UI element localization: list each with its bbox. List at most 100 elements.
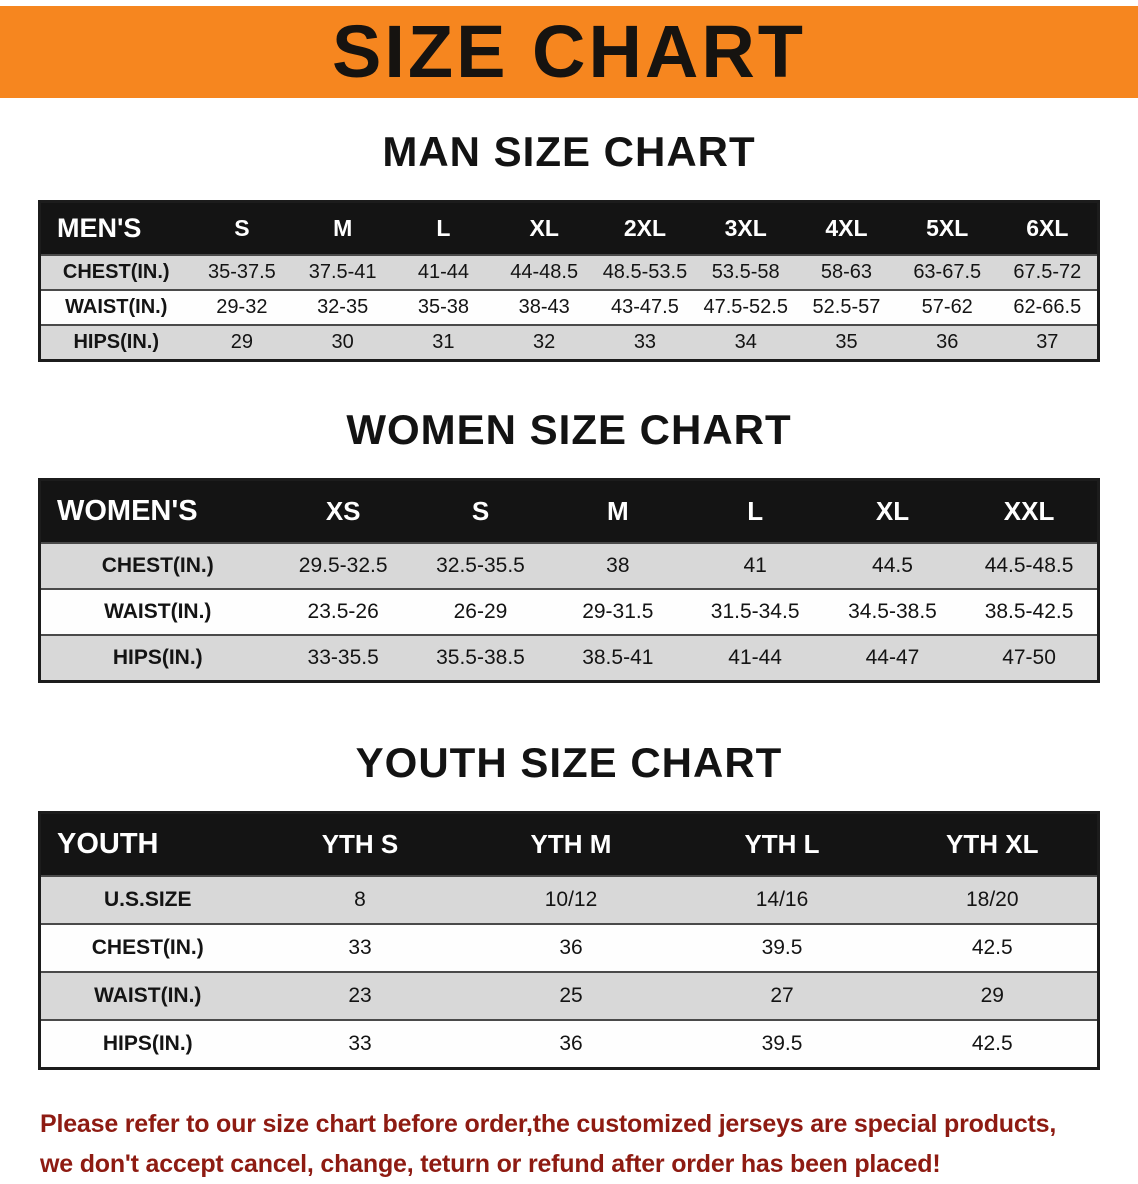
size-value-cell: 37 (997, 324, 1099, 361)
table-head: MEN'S S M L XL 2XL 3XL 4XL 5XL 6XL (39, 201, 1099, 255)
size-value-cell: 33-35.5 (274, 634, 412, 682)
row-label-cell: CHEST(IN.) (39, 542, 275, 589)
size-value-cell: 14/16 (676, 875, 888, 924)
table-head: WOMEN'S XS S M L XL XXL (39, 479, 1099, 543)
notice-line-1: Please refer to our size chart before or… (40, 1110, 1057, 1138)
table-row: HIPS(IN.) 29 30 31 32 33 34 35 36 37 (39, 324, 1099, 361)
column-header: S (411, 479, 550, 543)
youth-section-heading: YOUTH SIZE CHART (355, 739, 783, 786)
size-value-cell: 44-47 (823, 634, 962, 682)
column-header: 4XL (796, 201, 897, 255)
size-value-cell: 29-31.5 (549, 588, 687, 635)
row-label-cell: WAIST(IN.) (39, 289, 192, 325)
column-header: XL (493, 201, 595, 255)
column-header: 2XL (594, 201, 696, 255)
youth-size-table: YOUTH YTH S YTH M YTH L YTH XL U.S.SIZE 8 10/12… (38, 811, 1100, 1070)
column-header: M (549, 479, 687, 543)
size-value-cell: 39.5 (676, 1019, 888, 1069)
banner: SIZE CHART (0, 6, 1138, 98)
size-value-cell: 35.5-38.5 (411, 634, 550, 682)
size-value-cell: 41-44 (686, 634, 824, 682)
size-value-cell: 10/12 (465, 875, 677, 924)
size-value-cell: 33 (254, 923, 466, 972)
footer-notice: Please refer to our size chart before or… (40, 1104, 1118, 1184)
size-value-cell: 27 (676, 971, 888, 1020)
size-value-cell: 62-66.5 (997, 289, 1099, 325)
row-label-cell: CHEST(IN.) (39, 923, 255, 972)
table-row: WAIST(IN.) 29-32 32-35 35-38 38-43 43-47.5 47.… (39, 289, 1099, 325)
column-header: 5XL (896, 201, 998, 255)
size-value-cell: 31 (393, 324, 494, 361)
size-value-cell: 36 (896, 324, 998, 361)
column-header: YTH S (254, 812, 466, 876)
size-value-cell: 33 (594, 324, 696, 361)
table-title-cell: WOMEN'S (39, 479, 275, 543)
column-header: YTH M (465, 812, 677, 876)
size-value-cell: 43-47.5 (594, 289, 696, 325)
size-value-cell: 26-29 (411, 588, 550, 635)
size-value-cell: 52.5-57 (796, 289, 897, 325)
column-header: M (292, 201, 394, 255)
page-title: SIZE CHART (332, 10, 806, 93)
men-section-heading: MAN SIZE CHART (382, 128, 756, 175)
table-row: WAIST(IN.) 23 25 27 29 (39, 971, 1099, 1020)
size-value-cell: 42.5 (887, 1019, 1099, 1069)
column-header: XXL (961, 479, 1099, 543)
size-value-cell: 38-43 (493, 289, 595, 325)
table-body: CHEST(IN.) 29.5-32.5 32.5-35.5 38 41 44.5 44.5… (39, 542, 1099, 682)
table-header-row: WOMEN'S XS S M L XL XXL (39, 479, 1099, 543)
table-row: CHEST(IN.) 29.5-32.5 32.5-35.5 38 41 44.5 44.5… (39, 542, 1099, 589)
row-label-cell: HIPS(IN.) (39, 324, 192, 361)
size-value-cell: 32 (493, 324, 595, 361)
size-value-cell: 41-44 (393, 254, 494, 290)
table-head: YOUTH YTH S YTH M YTH L YTH XL (39, 812, 1099, 876)
size-value-cell: 23 (254, 971, 466, 1020)
size-value-cell: 35 (796, 324, 897, 361)
table-header-row: MEN'S S M L XL 2XL 3XL 4XL 5XL 6XL (39, 201, 1099, 255)
size-value-cell: 18/20 (887, 875, 1099, 924)
size-value-cell: 47-50 (961, 634, 1099, 682)
table-header-row: YOUTH YTH S YTH M YTH L YTH XL (39, 812, 1099, 876)
column-header: L (393, 201, 494, 255)
size-value-cell: 67.5-72 (997, 254, 1099, 290)
size-value-cell: 29 (191, 324, 293, 361)
size-value-cell: 47.5-52.5 (695, 289, 797, 325)
size-value-cell: 25 (465, 971, 677, 1020)
table-body: U.S.SIZE 8 10/12 14/16 18/20 CHEST(IN.) 33 36 39… (39, 875, 1099, 1069)
column-header: XS (274, 479, 412, 543)
table-row: CHEST(IN.) 33 36 39.5 42.5 (39, 923, 1099, 972)
size-value-cell: 23.5-26 (274, 588, 412, 635)
men-section: MAN SIZE CHART MEN'S S M L XL 2XL 3XL 4XL 5XL 6XL… (0, 128, 1138, 362)
column-header: L (686, 479, 824, 543)
size-value-cell: 32.5-35.5 (411, 542, 550, 589)
row-label-cell: CHEST(IN.) (39, 254, 192, 290)
size-value-cell: 38.5-42.5 (961, 588, 1099, 635)
size-value-cell: 32-35 (292, 289, 394, 325)
table-title-cell: MEN'S (39, 201, 192, 255)
row-label-cell: WAIST(IN.) (39, 971, 255, 1020)
row-label-cell: WAIST(IN.) (39, 588, 275, 635)
size-value-cell: 29 (887, 971, 1099, 1020)
column-header: 6XL (997, 201, 1099, 255)
women-section-heading: WOMEN SIZE CHART (346, 406, 792, 453)
size-value-cell: 30 (292, 324, 394, 361)
size-chart-page: SIZE CHART MAN SIZE CHART MEN'S S M L XL 2XL 3… (0, 6, 1138, 1178)
row-label-cell: HIPS(IN.) (39, 634, 275, 682)
youth-section: YOUTH SIZE CHART YOUTH YTH S YTH M YTH L YTH… (0, 739, 1138, 1070)
column-header: YTH XL (887, 812, 1099, 876)
size-value-cell: 38.5-41 (549, 634, 687, 682)
table-row: CHEST(IN.) 35-37.5 37.5-41 41-44 44-48.5 48.5… (39, 254, 1099, 290)
size-value-cell: 36 (465, 1019, 677, 1069)
size-value-cell: 36 (465, 923, 677, 972)
notice-line-2: we don't accept cancel, change, teturn o… (40, 1150, 941, 1178)
column-header: S (191, 201, 293, 255)
size-value-cell: 33 (254, 1019, 466, 1069)
table-row: HIPS(IN.) 33 36 39.5 42.5 (39, 1019, 1099, 1069)
size-value-cell: 35-38 (393, 289, 494, 325)
table-row: U.S.SIZE 8 10/12 14/16 18/20 (39, 875, 1099, 924)
row-label-cell: HIPS(IN.) (39, 1019, 255, 1069)
size-value-cell: 48.5-53.5 (594, 254, 696, 290)
table-row: HIPS(IN.) 33-35.5 35.5-38.5 38.5-41 41-44 44-… (39, 634, 1099, 682)
table-row: WAIST(IN.) 23.5-26 26-29 29-31.5 31.5-34.5 34… (39, 588, 1099, 635)
size-value-cell: 53.5-58 (695, 254, 797, 290)
